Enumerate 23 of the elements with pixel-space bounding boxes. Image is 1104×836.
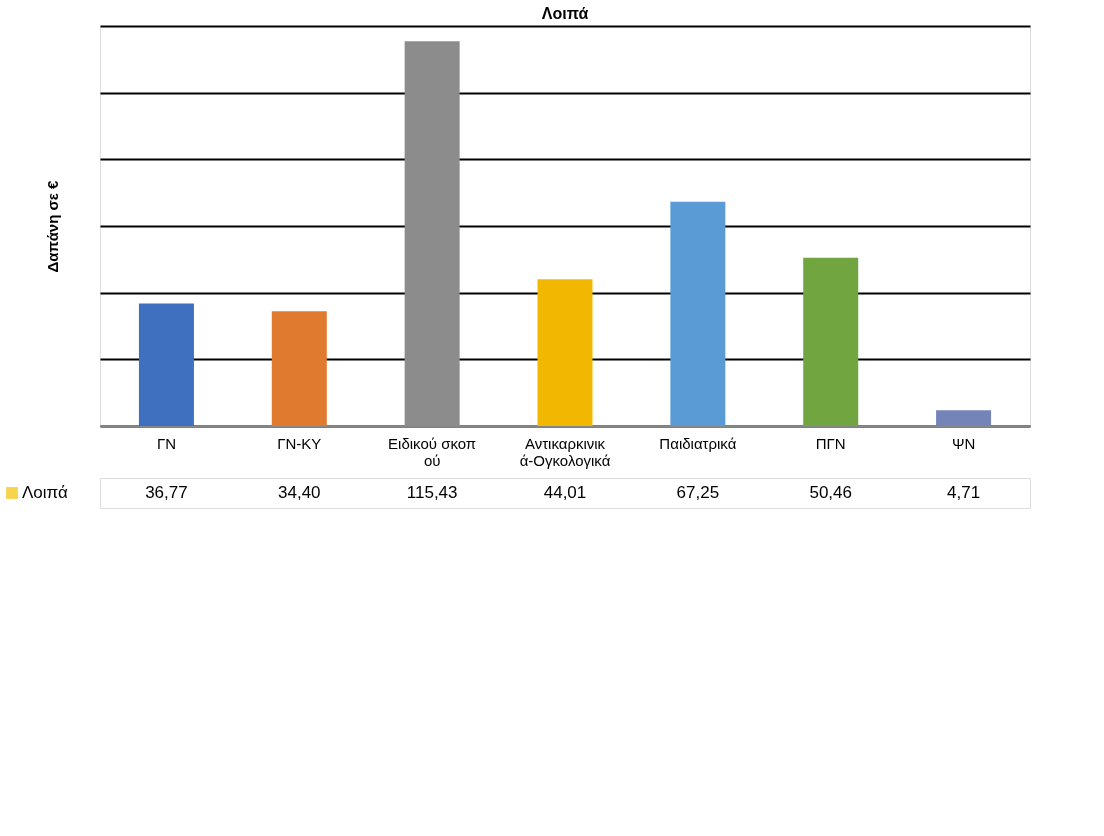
data-label: 34,40: [278, 483, 321, 502]
x-tick-label: Ειδικού σκοπού: [388, 434, 477, 469]
y-axis-title: Δαπάνη σε €: [43, 179, 61, 273]
x-tick-label: ΠΓΝ: [815, 434, 846, 452]
data-label: 36,77: [145, 483, 188, 502]
x-tick-label: ΓΝ: [156, 434, 176, 452]
bar: [537, 279, 593, 426]
x-tick-label: Παιδιατρικά: [659, 434, 737, 452]
bar: [138, 303, 194, 426]
bar: [670, 201, 726, 426]
data-label: 67,25: [676, 483, 720, 502]
bar: [803, 257, 859, 426]
x-tick-label: ΓΝ-ΚΥ: [277, 434, 322, 452]
data-label: 4,71: [947, 483, 981, 502]
chart-title: Λοιπά: [541, 5, 589, 22]
x-tick-label: Αντικαρκινικά-Ογκολογικά: [519, 434, 611, 469]
data-label: 50,46: [809, 483, 852, 502]
x-tick-label: ΨΝ: [951, 434, 976, 452]
data-label: 115,43: [406, 483, 458, 502]
legend-label: Λοιπά: [22, 483, 69, 502]
data-label: 44,01: [543, 483, 587, 502]
bar: [271, 311, 327, 426]
bar: [936, 410, 992, 426]
